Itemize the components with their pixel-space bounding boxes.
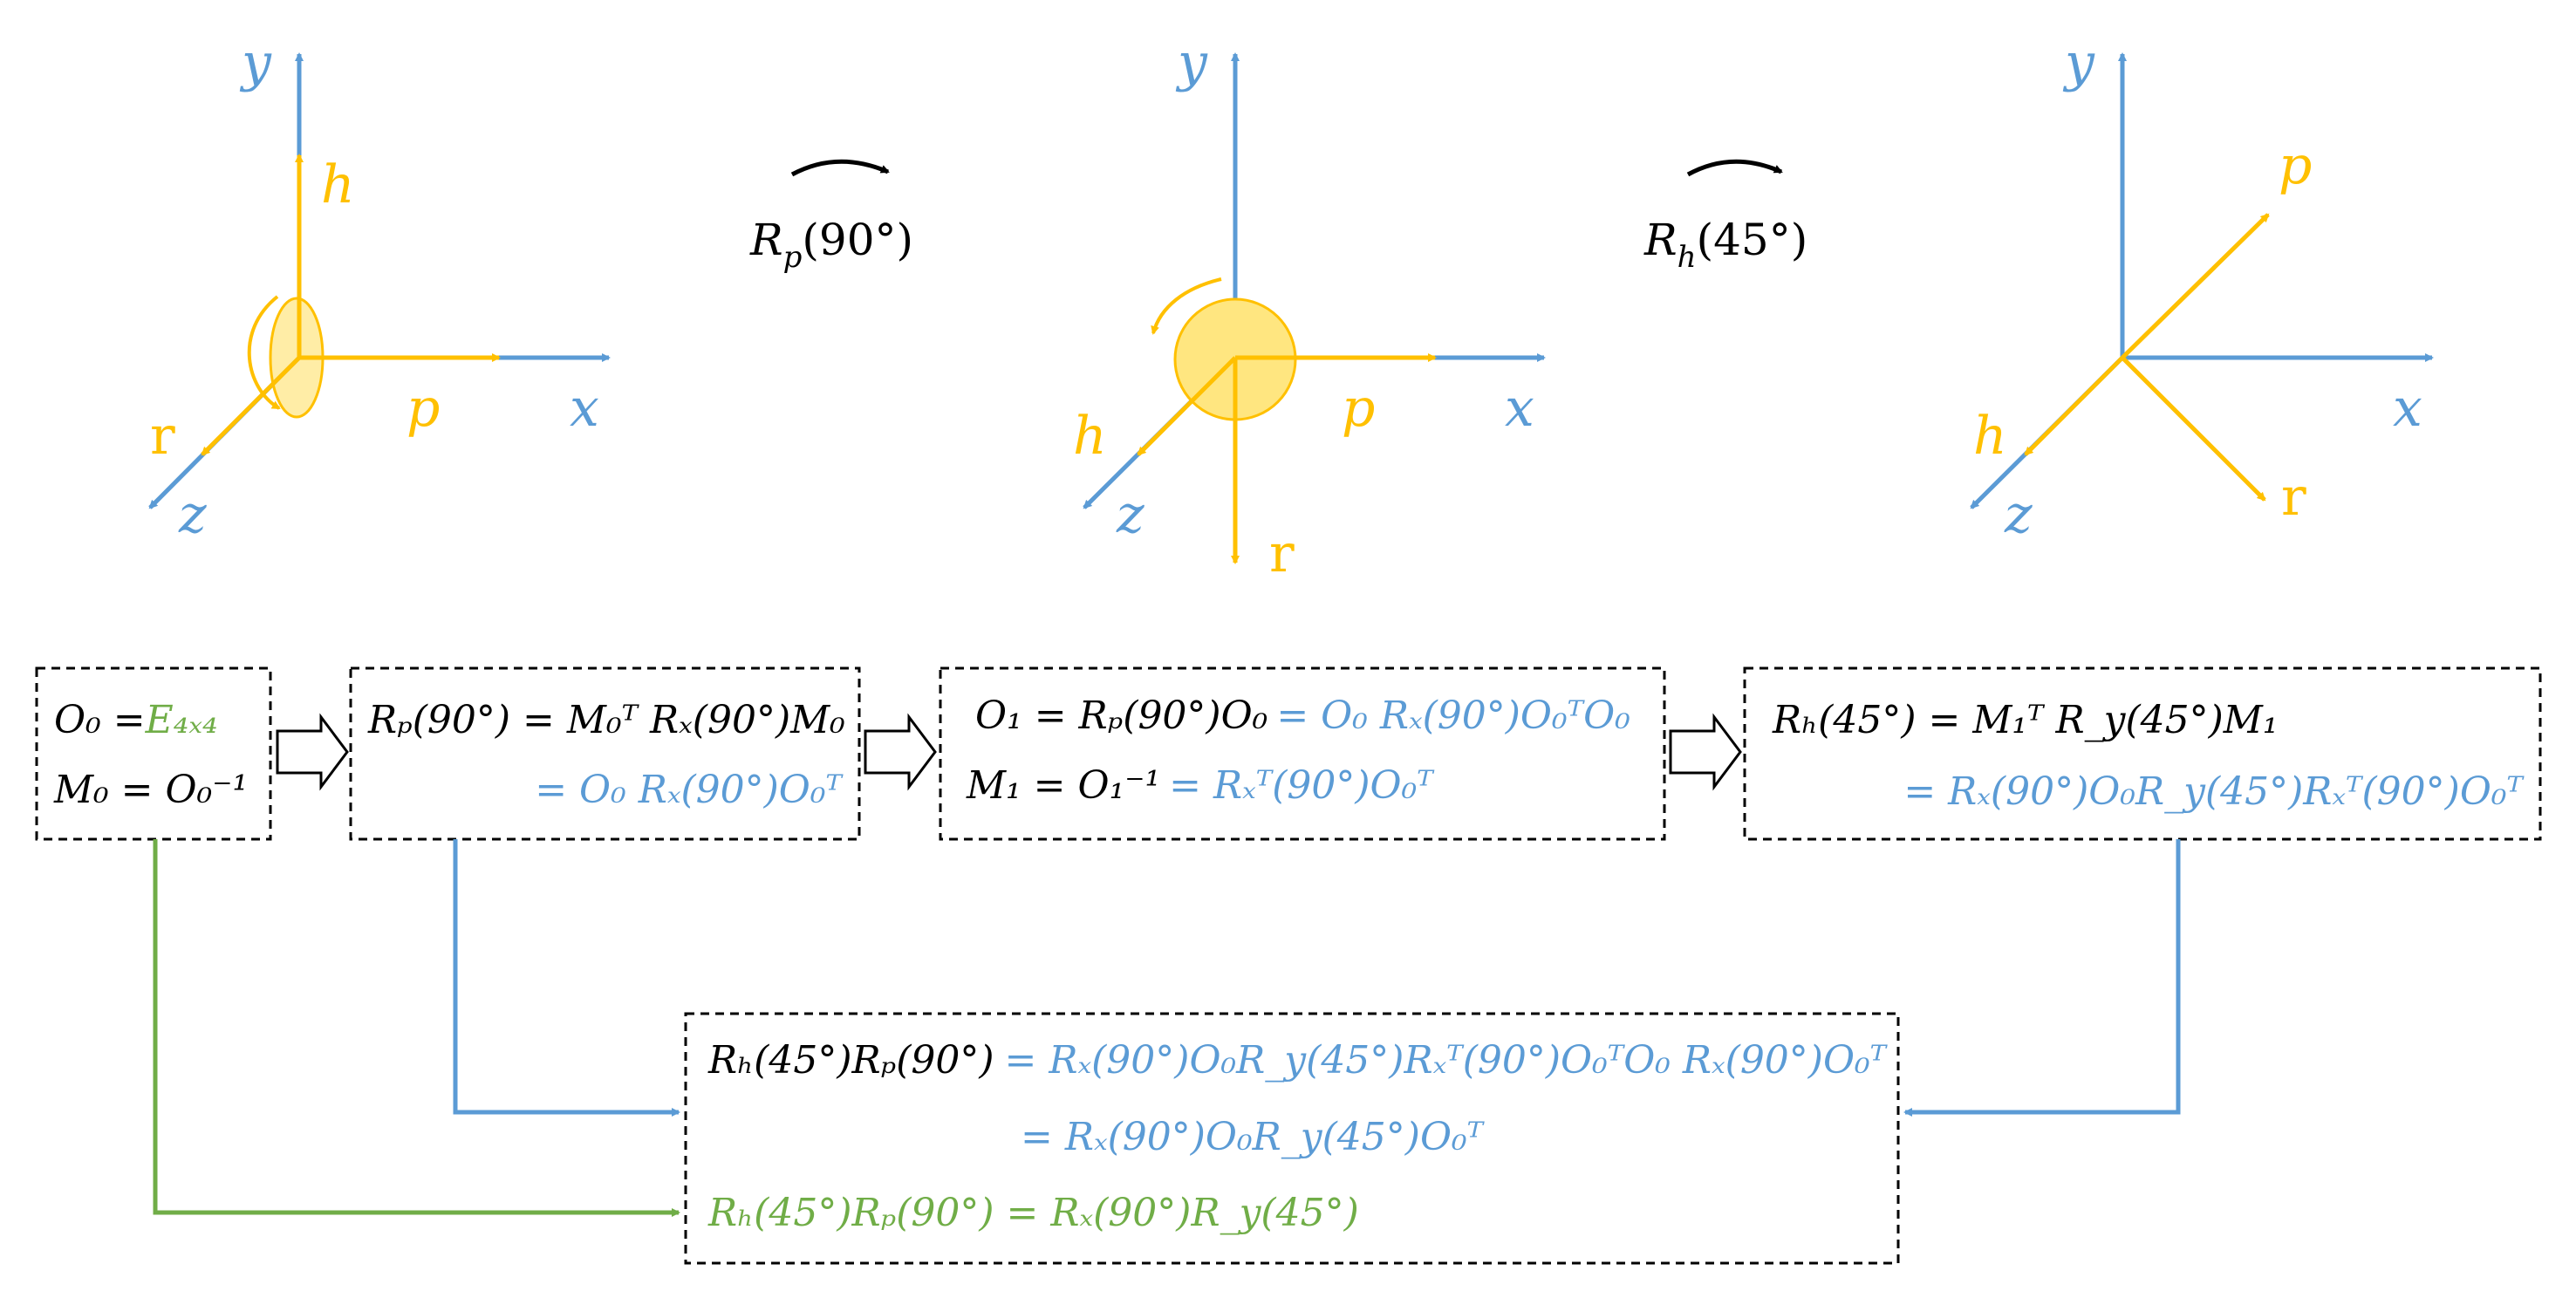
frame-1-rotation-arrow [247,295,281,410]
hollow-arrow-2 [864,713,937,791]
result-box-border [684,1012,1900,1265]
frame-2-z-label: z [1116,484,1145,545]
box-4: Rₕ(45°) = M₁ᵀ R_y(45°)M₁ = Rₓ(90°)O₀R_y(… [1743,666,2542,841]
hollow-arrow-1 [276,713,349,791]
frame-3-h-label: h [1973,406,2007,467]
rotation-1: Rp(90°) [749,159,913,275]
frame-3-h-axis [2024,356,2124,456]
frame-3-r-label: r [2281,467,2306,528]
frame-1-r-label: r [150,406,175,467]
frame-3-p-axis [2121,213,2270,359]
frame-1: y h p x r z [148,32,611,545]
box-3: O₁ = Rₚ(90°)O₀ = O₀ Rₓ(90°)O₀ᵀO₀ M₁ = O₁⁻… [939,666,1666,841]
box-1: O₀ =E₄ₓ₄ M₀ = O₀⁻¹ [35,666,272,841]
frame-2-x-label: x [1505,378,1534,439]
frame-3-z-label: z [2004,484,2033,545]
box-3-line-1: O₁ = Rₚ(90°)O₀ = O₀ Rₓ(90°)O₀ᵀO₀ [975,693,1630,738]
frame-2-r-label: r [1269,523,1295,584]
frame-1-x-label: x [570,378,599,439]
connector-box-1-to-result [153,839,680,1217]
rotation-1-arrow [790,159,890,177]
result-line-2: = Rₓ(90°)O₀R_y(45°)O₀ᵀ [1021,1115,1486,1159]
frame-1-y-label: y [239,32,272,93]
frame-1-r-axis [201,356,301,456]
connector-box-2-to-result [453,839,680,1117]
box-4-line-2: = Rₓ(90°)O₀R_y(45°)Rₓᵀ(90°)O₀ᵀ [1903,769,2525,814]
frame-3-x-label: x [2393,378,2422,439]
rotation-2: Rh(45°) [1643,159,1807,275]
frame-2-y-label: y [1175,32,1208,93]
box-1-border [35,666,272,841]
frame-3: y p x h r z [1970,32,2434,545]
rotation-2-arrow [1686,159,1783,177]
frame-2-h-axis [1137,356,1237,456]
frame-1-h-label: h [321,154,355,215]
box-4-line-1: Rₕ(45°) = M₁ᵀ R_y(45°)M₁ [1772,698,2278,742]
frame-1-p-label: p [407,378,440,439]
frame-2-h-label: h [1073,406,1107,467]
frame-2: y p x h z r [1073,32,1546,584]
connector-box-4-to-result [1903,839,2181,1117]
box-3-border [939,666,1666,841]
result-box: Rₕ(45°)Rₚ(90°) = Rₓ(90°)O₀R_y(45°)Rₓᵀ(90°… [684,1012,1900,1265]
result-line-3: Rₕ(45°)Rₚ(90°) = Rₓ(90°)R_y(45°) [707,1191,1359,1235]
frame-3-y-label: y [2062,32,2095,93]
box-2: Rₚ(90°) = M₀ᵀ Rₓ(90°)M₀ = O₀ Rₓ(90°)O₀ᵀ [349,666,861,841]
hollow-arrow-3 [1669,713,1742,791]
frame-2-rotation-arrow [1151,277,1222,335]
frame-3-p-label: p [2279,135,2312,196]
box-3-line-2: M₁ = O₁⁻¹ = Rₓᵀ(90°)O₀ᵀ [966,763,1435,808]
rotation-2-label: Rh(45°) [1643,215,1807,275]
box-1-line-2: M₀ = O₀⁻¹ [53,768,248,812]
result-line-1: Rₕ(45°)Rₚ(90°) = Rₓ(90°)O₀R_y(45°)Rₓᵀ(90°… [707,1038,1889,1083]
rotation-1-label: Rp(90°) [749,215,913,275]
box-2-border [349,666,861,841]
frame-1-z-label: z [178,484,207,545]
frame-2-p-label: p [1342,378,1375,439]
box-1-line-1: O₀ =E₄ₓ₄ [54,698,218,742]
box-2-line-2: = O₀ Rₓ(90°)O₀ᵀ [535,768,844,812]
frame-3-r-axis [2121,356,2266,502]
box-4-border [1743,666,2542,841]
box-2-line-1: Rₚ(90°) = M₀ᵀ Rₓ(90°)M₀ [367,698,845,742]
